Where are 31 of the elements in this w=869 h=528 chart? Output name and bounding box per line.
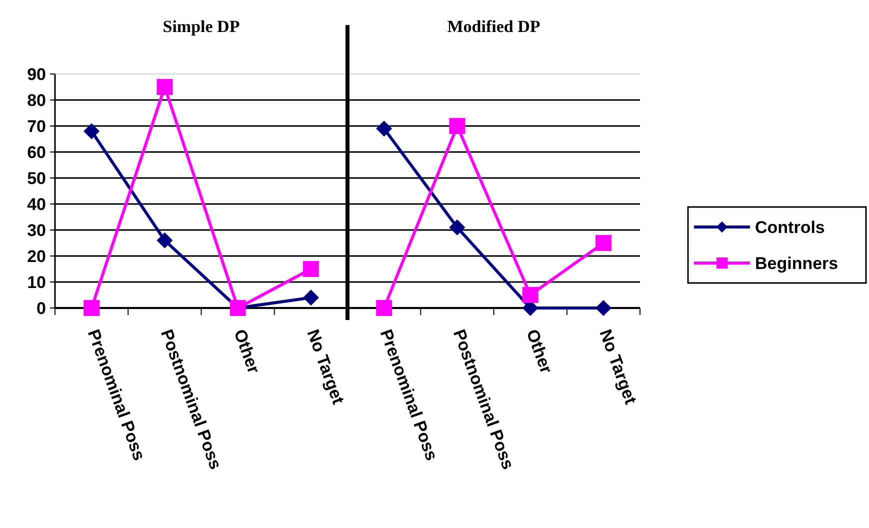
y-tick-label: 70: [27, 116, 46, 136]
point: [595, 235, 612, 251]
y-tick-label: 10: [27, 272, 46, 292]
point: [302, 261, 319, 277]
chart-title: Modified DP: [447, 17, 540, 36]
chart-title: Simple DP: [162, 17, 240, 36]
point: [376, 120, 392, 137]
x-tick-label: Other: [230, 326, 264, 376]
point: [156, 79, 173, 95]
legend-label: Controls: [755, 218, 825, 237]
point: [522, 287, 538, 303]
y-tick-label: 40: [27, 194, 46, 214]
y-tick-label: 80: [27, 90, 46, 110]
x-tick-label: No Target: [303, 326, 348, 408]
point: [449, 219, 466, 236]
point: [449, 118, 466, 134]
legend-label: Beginners: [755, 254, 838, 273]
y-tick-label: 60: [27, 142, 46, 162]
x-tick-label: Other: [522, 326, 556, 376]
y-tick-label: 20: [27, 246, 46, 266]
y-tick-label: 90: [27, 64, 46, 84]
y-tick-label: 50: [27, 168, 46, 188]
point: [84, 300, 100, 316]
point: [376, 300, 392, 316]
y-tick-label: 0: [36, 298, 46, 318]
point: [595, 300, 612, 316]
point: [84, 123, 100, 140]
point: [302, 290, 319, 306]
y-tick-label: 30: [27, 220, 46, 240]
x-tick-label: No Target: [596, 326, 640, 408]
point: [156, 232, 173, 248]
